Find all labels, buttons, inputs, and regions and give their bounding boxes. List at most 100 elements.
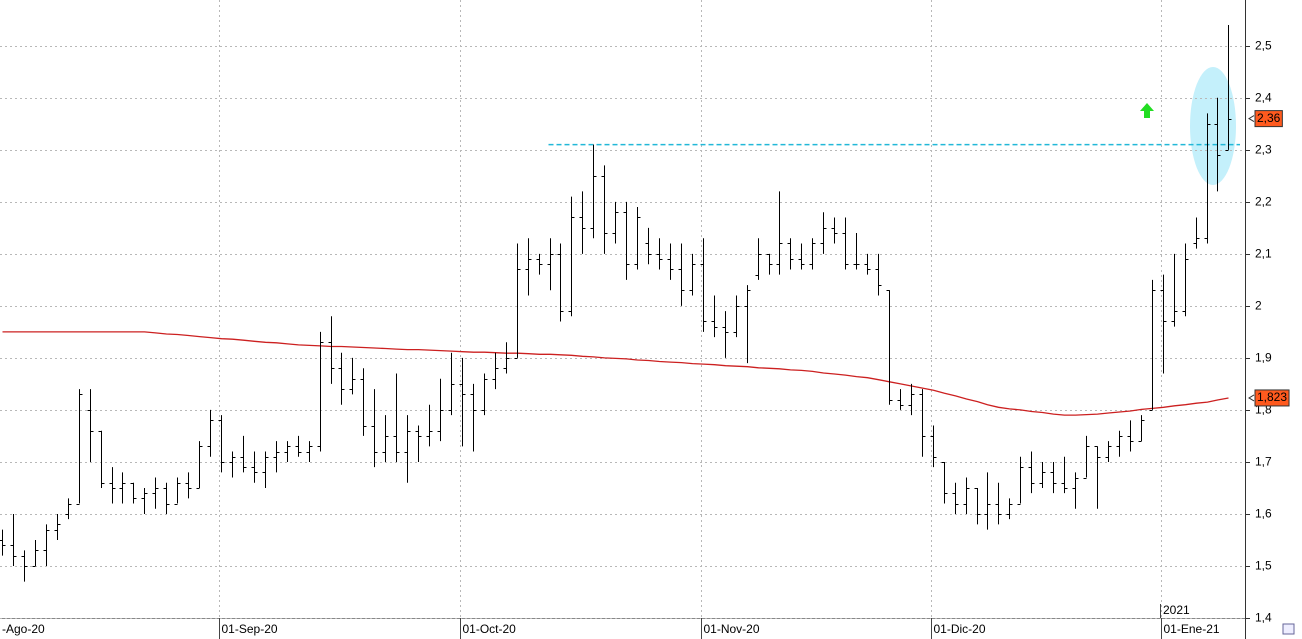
ohlc-bar xyxy=(130,482,137,504)
ohlc-bar xyxy=(32,539,39,567)
ohlc-bar xyxy=(853,233,860,270)
ohlc-bar xyxy=(864,253,871,275)
ohlc-bar xyxy=(163,482,170,514)
ma-last-label-pointer xyxy=(1248,394,1255,402)
ohlc-bar xyxy=(415,425,422,462)
up-arrow xyxy=(1140,103,1154,118)
ohlc-bar xyxy=(141,487,148,514)
ohlc-bar xyxy=(382,415,389,462)
y-tick-label: 1,5 xyxy=(1255,559,1272,573)
ohlc-bar xyxy=(711,295,718,338)
ohlc-bar xyxy=(525,238,532,296)
y-tick-label: 1,7 xyxy=(1255,455,1272,469)
ohlc-bar xyxy=(514,243,521,359)
ohlc-bar xyxy=(1149,279,1156,411)
ma-last-label-box xyxy=(1254,389,1290,407)
ohlc-bar xyxy=(393,373,400,462)
ohlc-bar xyxy=(492,352,499,390)
y-tick-label: 1,6 xyxy=(1255,507,1272,521)
x-tick-label: -Ago-20 xyxy=(2,622,45,636)
moving-average xyxy=(2,331,1229,416)
ma-last-label: 1,823 xyxy=(1257,390,1287,404)
ohlc-bar xyxy=(371,389,378,468)
ohlc-bar xyxy=(842,217,849,270)
ohlc-bar xyxy=(547,238,554,291)
ohlc-bar xyxy=(557,243,564,322)
x-tick-label: 01-Oct-20 xyxy=(463,622,517,636)
ohlc-bar xyxy=(295,435,302,457)
ohlc-bar xyxy=(875,253,882,296)
y-tick-label: 2,4 xyxy=(1255,91,1272,105)
ohlc-bar xyxy=(196,441,203,489)
last-price-label-pointer xyxy=(1248,115,1255,123)
ohlc-bar xyxy=(1083,435,1090,479)
ohlc-bar xyxy=(930,425,937,468)
x-tick-label: 01-Sep-20 xyxy=(222,622,278,636)
ohlc-bar xyxy=(1193,217,1200,249)
ohlc-bar xyxy=(612,201,619,244)
ohlc-bar xyxy=(1225,24,1232,151)
y-tick-label: 2,2 xyxy=(1255,195,1272,209)
ohlc-bar xyxy=(634,207,641,270)
ohlc-bar xyxy=(328,316,335,384)
ohlc-bar xyxy=(820,212,827,254)
ohlc-bar xyxy=(437,378,444,442)
ohlc-bar xyxy=(536,253,543,275)
ohlc-bar xyxy=(1116,430,1123,457)
last-price-label: 2,36 xyxy=(1257,111,1281,125)
ohlc-bar xyxy=(1214,97,1221,192)
ohlc-bar xyxy=(185,472,192,499)
ohlc-bar xyxy=(251,451,258,483)
ohlc-bar xyxy=(459,357,466,447)
ohlc-bar xyxy=(755,238,762,280)
ohlc-bar xyxy=(317,331,324,452)
ohlc-bar xyxy=(1039,461,1046,488)
y-tick-label: 2,3 xyxy=(1255,143,1272,157)
ohlc-bar xyxy=(87,389,94,462)
ohlc-bar xyxy=(1072,472,1079,509)
y-tick-label: 1,9 xyxy=(1255,351,1272,365)
ohlc-bar xyxy=(1138,415,1145,442)
y-tick-label: 2,5 xyxy=(1255,39,1272,53)
ohlc-bar xyxy=(744,285,751,364)
ohlc-bar xyxy=(963,477,970,514)
ohlc-bar xyxy=(240,435,247,473)
ohlc-bar xyxy=(470,383,477,452)
ohlc-bar xyxy=(700,238,707,332)
ohlc-bar xyxy=(10,513,17,566)
ohlc-bar xyxy=(65,498,72,520)
x-tick-label: 01-Dic-20 xyxy=(934,622,986,636)
ohlc-bar xyxy=(426,404,433,447)
ohlc-bar xyxy=(798,243,805,270)
corner-icon xyxy=(1282,623,1295,635)
ohlc-bar xyxy=(207,409,214,457)
ohlc-bar xyxy=(306,441,313,462)
ohlc-bar xyxy=(886,290,893,405)
ohlc-bar xyxy=(623,201,630,280)
ohlc-bar xyxy=(43,524,50,566)
ohlc-bar xyxy=(678,243,685,306)
ohlc-bar xyxy=(481,373,488,416)
ohlc-bar xyxy=(689,253,696,296)
ohlc-bar xyxy=(667,243,674,280)
highlight-ellipse xyxy=(1190,67,1236,185)
ohlc-bar xyxy=(119,472,126,504)
ohlc-bar xyxy=(1017,456,1024,505)
ohlc-bar xyxy=(360,368,367,436)
y-tick-label: 2 xyxy=(1255,299,1262,313)
ohlc-bar xyxy=(109,467,116,504)
ohlc-bar xyxy=(787,238,794,270)
ohlc-bar xyxy=(76,389,83,505)
ohlc-bar xyxy=(995,482,1002,525)
ohlc-bar xyxy=(1171,253,1178,327)
ohlc-bar xyxy=(601,165,608,254)
year-label: 2021 xyxy=(1163,603,1190,617)
ohlc-bar xyxy=(273,441,280,473)
ohlc-bar xyxy=(776,191,783,275)
ohlc-bar xyxy=(262,451,269,488)
last-price-label-box xyxy=(1254,110,1283,128)
ohlc-bar xyxy=(0,529,6,556)
ohlc-bar xyxy=(284,441,291,462)
